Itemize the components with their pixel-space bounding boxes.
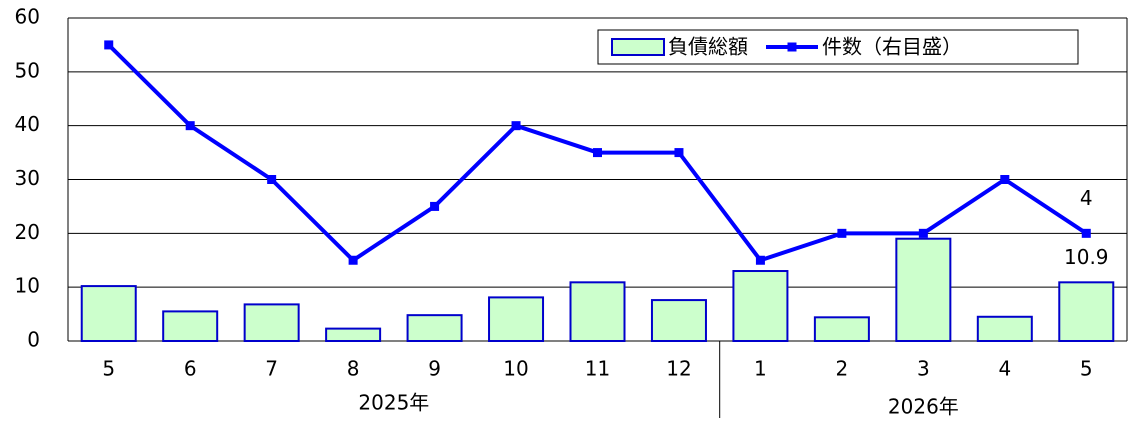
line-marker [348, 255, 358, 265]
x-tick-label: 8 [347, 357, 360, 381]
legend-label: 件数（右目盛） [822, 35, 962, 59]
y-tick-label: 20 [15, 220, 40, 244]
bar [162, 310, 219, 342]
bar [732, 270, 789, 342]
y-tick-label: 30 [15, 166, 40, 190]
line-marker [755, 255, 765, 265]
bar [569, 281, 626, 342]
line-marker [267, 175, 277, 184]
legend-label: 負債総額 [668, 35, 748, 59]
bar [1058, 281, 1115, 342]
bar [895, 237, 952, 342]
line-value-label: 4 [1080, 186, 1093, 210]
group-label: 2026年 [888, 395, 959, 419]
x-tick-label: 7 [265, 357, 278, 381]
bar [325, 327, 382, 343]
group-label: 2025年 [358, 391, 429, 415]
legend-marker [787, 42, 797, 52]
line-marker [185, 121, 195, 131]
x-tick-label: 9 [428, 357, 441, 381]
x-tick-label: 6 [184, 357, 197, 381]
bar [243, 303, 300, 343]
line-marker [430, 201, 440, 211]
y-tick-label: 0 [27, 328, 40, 352]
y-tick-label: 10 [15, 274, 40, 298]
x-tick-label: 5 [102, 357, 115, 381]
y-tick-label: 60 [15, 5, 40, 29]
line-marker [593, 148, 602, 158]
bar [813, 316, 870, 342]
x-tick-label: 1 [754, 357, 767, 381]
bar [650, 299, 707, 343]
legend: 負債総額 件数（右目盛） [597, 29, 1079, 65]
bar [80, 285, 137, 342]
line-marker [511, 121, 521, 131]
bar [406, 314, 463, 343]
line-marker [674, 148, 684, 158]
y-tick-label: 40 [15, 112, 40, 136]
bar-value-label: 10.9 [1064, 245, 1109, 269]
line-marker [104, 40, 114, 50]
legend-box [597, 29, 1079, 65]
x-tick-label: 2 [836, 357, 849, 381]
line-marker [1081, 228, 1091, 238]
bar [488, 296, 545, 342]
x-tick-label: 5 [1080, 357, 1093, 381]
x-tick-label: 11 [585, 357, 610, 381]
y-tick-label: 50 [15, 58, 40, 82]
x-tick-label: 3 [917, 357, 930, 381]
line-marker [918, 228, 928, 238]
legend-swatch [611, 38, 665, 56]
bar [976, 315, 1033, 342]
x-tick-label: 4 [998, 357, 1011, 381]
line-marker [1000, 175, 1010, 184]
x-tick-label: 10 [503, 357, 528, 381]
line-marker [837, 228, 847, 238]
x-tick-label: 12 [666, 357, 691, 381]
